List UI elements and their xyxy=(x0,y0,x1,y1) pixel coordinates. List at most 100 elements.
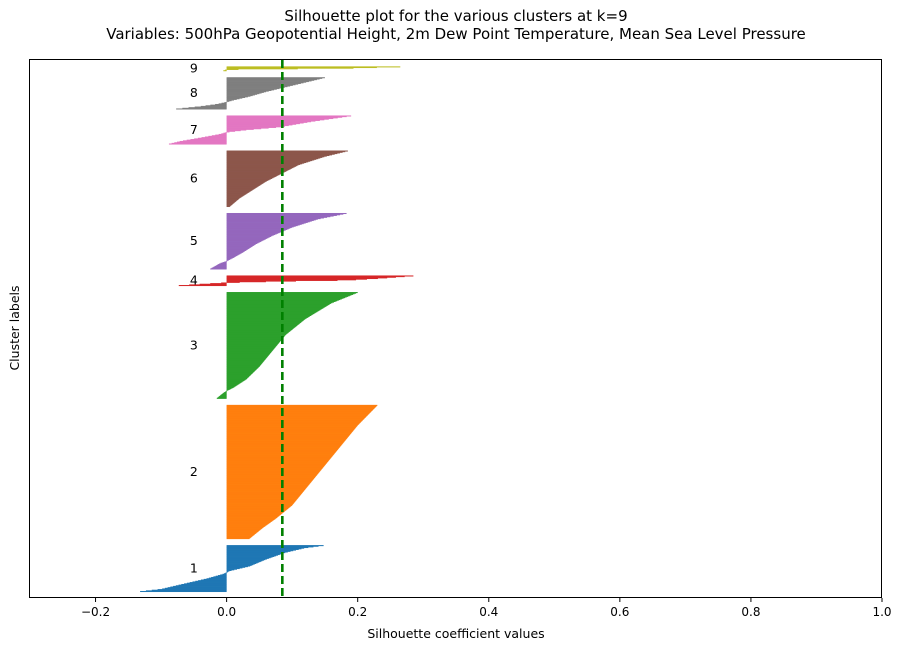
silhouette-bar-cluster-3 xyxy=(226,337,283,339)
silhouette-bar-cluster-8 xyxy=(226,81,307,83)
silhouette-bar-cluster-5 xyxy=(226,230,283,232)
silhouette-bar-cluster-3 xyxy=(226,325,297,327)
silhouette-bar-cluster-2 xyxy=(226,420,362,422)
silhouette-bar-cluster-5 xyxy=(226,256,234,259)
silhouette-bar-cluster-5 xyxy=(226,226,294,228)
silhouette-bar-cluster-2 xyxy=(226,412,370,414)
silhouette-bar-cluster-6 xyxy=(226,167,294,169)
silhouette-bar-cluster-3 xyxy=(226,365,260,368)
silhouette-bar-cluster-2 xyxy=(226,430,353,433)
silhouette-bar-cluster-5 xyxy=(226,218,318,220)
silhouette-bar-cluster-6 xyxy=(226,170,286,172)
silhouette-bar-cluster-4 xyxy=(226,278,367,280)
silhouette-bar-cluster-6 xyxy=(226,179,269,181)
silhouette-bar-cluster-1 xyxy=(226,552,284,554)
silhouette-bar-cluster-2 xyxy=(226,409,373,411)
silhouette-bar-cluster-1 xyxy=(211,576,227,579)
silhouette-bar-cluster-2 xyxy=(226,418,364,420)
silhouette-bar-cluster-2 xyxy=(226,404,378,406)
silhouette-bar-cluster-6 xyxy=(226,186,257,188)
silhouette-bar-cluster-5 xyxy=(226,239,264,241)
silhouette-bar-cluster-9 xyxy=(226,66,401,68)
silhouette-bar-cluster-6 xyxy=(226,193,246,195)
silhouette-bar-cluster-6 xyxy=(226,160,313,162)
silhouette-bar-cluster-1 xyxy=(173,585,227,587)
silhouette-bar-cluster-3 xyxy=(226,313,315,315)
silhouette-bar-cluster-6 xyxy=(226,155,327,157)
silhouette-bar-cluster-5 xyxy=(226,218,321,220)
silhouette-bar-cluster-2 xyxy=(226,473,318,475)
silhouette-bar-cluster-3 xyxy=(226,390,228,392)
silhouette-bar-cluster-8 xyxy=(226,84,296,86)
silhouette-bar-cluster-7 xyxy=(226,128,262,130)
silhouette-bar-cluster-3 xyxy=(226,311,317,313)
silhouette-bar-cluster-4 xyxy=(178,285,227,287)
silhouette-bar-cluster-3 xyxy=(226,351,272,353)
silhouette-bar-cluster-6 xyxy=(226,163,303,165)
silhouette-bar-cluster-5 xyxy=(226,232,280,234)
silhouette-bar-cluster-3 xyxy=(226,306,326,308)
silhouette-bar-cluster-3 xyxy=(226,368,257,370)
silhouette-bar-cluster-6 xyxy=(226,158,319,160)
silhouette-bar-cluster-2 xyxy=(226,496,300,498)
silhouette-bar-cluster-2 xyxy=(226,433,351,435)
silhouette-bar-cluster-2 xyxy=(226,472,319,474)
silhouette-bar-cluster-6 xyxy=(226,156,323,158)
silhouette-bar-cluster-8 xyxy=(226,77,325,79)
silhouette-bar-cluster-2 xyxy=(226,503,294,505)
silhouette-bar-cluster-2 xyxy=(226,517,278,519)
silhouette-bar-cluster-5 xyxy=(226,223,304,225)
silhouette-bar-cluster-5 xyxy=(226,237,269,239)
silhouette-bar-cluster-6 xyxy=(226,190,252,192)
silhouette-bar-cluster-2 xyxy=(226,413,370,415)
silhouette-bar-cluster-2 xyxy=(226,457,332,459)
silhouette-bar-cluster-2 xyxy=(226,527,263,529)
silhouette-bar-cluster-4 xyxy=(226,277,388,279)
silhouette-bar-cluster-1 xyxy=(226,563,255,565)
silhouette-bar-cluster-5 xyxy=(217,264,227,266)
silhouette-bar-cluster-8 xyxy=(226,93,258,95)
silhouette-bar-cluster-1 xyxy=(226,564,254,566)
silhouette-bar-cluster-6 xyxy=(226,167,293,169)
silhouette-bar-cluster-7 xyxy=(226,125,289,127)
silhouette-bar-cluster-6 xyxy=(226,192,248,194)
cluster-label-1: 1 xyxy=(190,560,198,575)
silhouette-bar-cluster-2 xyxy=(226,445,342,447)
silhouette-bar-cluster-3 xyxy=(226,303,331,305)
silhouette-bar-cluster-4 xyxy=(226,279,357,281)
silhouette-bar-cluster-3 xyxy=(226,302,332,304)
silhouette-bar-cluster-8 xyxy=(221,102,227,104)
silhouette-bar-cluster-6 xyxy=(226,184,260,186)
silhouette-bar-cluster-2 xyxy=(226,499,297,501)
silhouette-bar-cluster-8 xyxy=(218,103,227,105)
silhouette-bar-cluster-3 xyxy=(226,294,352,296)
silhouette-bar-cluster-6 xyxy=(226,164,299,166)
silhouette-bar-cluster-3 xyxy=(226,344,277,346)
silhouette-bar-cluster-1 xyxy=(208,577,227,579)
silhouette-bar-cluster-2 xyxy=(226,538,250,540)
silhouette-bar-cluster-6 xyxy=(226,203,233,205)
silhouette-bar-cluster-5 xyxy=(226,225,298,227)
cluster-label-3: 3 xyxy=(190,337,198,352)
silhouette-bar-cluster-5 xyxy=(220,262,227,264)
silhouette-bar-cluster-2 xyxy=(226,475,317,477)
silhouette-bar-cluster-2 xyxy=(226,487,307,489)
silhouette-bar-cluster-1 xyxy=(226,547,305,549)
silhouette-bar-cluster-2 xyxy=(226,460,329,462)
silhouette-bar-cluster-6 xyxy=(226,191,250,193)
silhouette-bar-cluster-2 xyxy=(226,515,280,517)
silhouette-bar-cluster-3 xyxy=(226,310,319,312)
silhouette-bar-cluster-2 xyxy=(226,423,360,425)
silhouette-bar-cluster-3 xyxy=(226,350,273,352)
silhouette-bar-cluster-2 xyxy=(226,492,302,494)
silhouette-bar-cluster-1 xyxy=(226,559,264,561)
silhouette-bar-cluster-5 xyxy=(215,265,227,267)
silhouette-bar-cluster-3 xyxy=(226,345,277,347)
silhouette-bar-cluster-3 xyxy=(226,332,288,334)
silhouette-bar-cluster-3 xyxy=(220,394,227,396)
silhouette-bar-cluster-2 xyxy=(226,438,347,440)
silhouette-bar-cluster-2 xyxy=(226,405,377,407)
silhouette-bar-cluster-2 xyxy=(226,503,294,505)
silhouette-bar-cluster-3 xyxy=(226,390,227,392)
silhouette-bar-cluster-2 xyxy=(226,426,357,428)
